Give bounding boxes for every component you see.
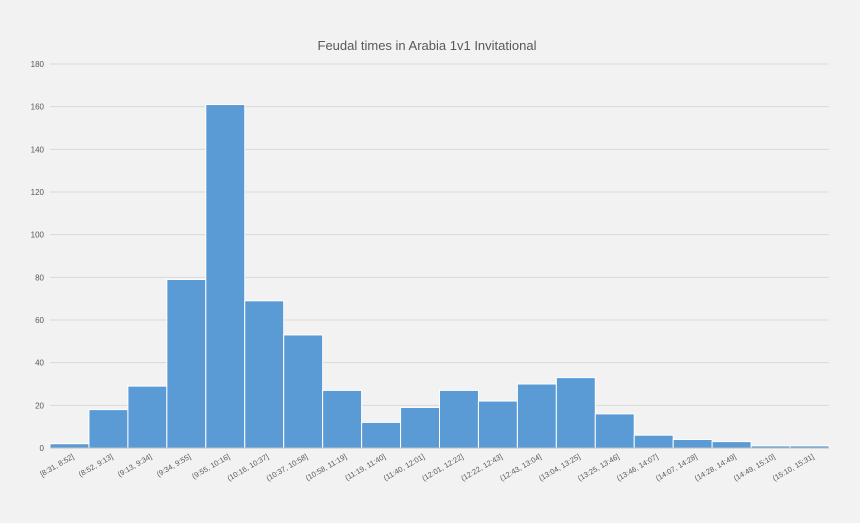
histogram-bar [516, 383, 557, 449]
histogram-bar [477, 400, 518, 449]
x-tick-label: (14:49, 15:10] [732, 452, 777, 483]
x-tick-label: (14:07, 14:28] [654, 452, 699, 483]
x-tick-label: (11:40, 12:01] [382, 452, 426, 483]
histogram-bar [594, 413, 635, 449]
histogram-bar [361, 421, 402, 449]
histogram-bar [711, 441, 752, 449]
x-tick-label: (10:37, 10:58] [265, 452, 310, 483]
histogram-bar [672, 438, 713, 449]
histogram-bar [439, 389, 479, 449]
x-tick-label: (12:43, 13:04] [498, 452, 543, 483]
histogram-bar [127, 385, 168, 449]
histogram-bar [166, 278, 207, 449]
x-tick-label: (8:52, 9:13] [77, 452, 114, 479]
histogram-bar [322, 389, 363, 449]
y-tick-label: 60 [35, 316, 44, 325]
x-tick-label: (10:58, 11:19] [304, 452, 348, 483]
x-tick-label: (10:16, 10:37] [226, 452, 271, 483]
x-tick-label: (13:04, 13:25] [537, 452, 582, 483]
y-tick-label: 120 [31, 188, 45, 197]
x-tick-label: (9:34, 9:55] [155, 452, 192, 479]
x-tick-label: (13:25, 13:46] [576, 452, 621, 483]
x-tick-label: (11:19, 11:40] [343, 452, 387, 482]
x-tick-label: (14:28, 14:49] [693, 452, 738, 483]
x-tick-label: (9:55, 10:16] [190, 452, 231, 481]
y-tick-label: 140 [31, 145, 45, 154]
histogram-bar [49, 443, 90, 449]
x-tick-label: (12:01, 12:22] [420, 452, 465, 483]
chart-title: Feudal times in Arabia 1v1 Invitational [318, 38, 537, 53]
y-tick-label: 180 [31, 60, 45, 69]
x-tick-label: (12:22, 12:43] [459, 452, 504, 483]
x-tick-label: [8:31, 8:52] [38, 452, 75, 479]
histogram-bar [555, 377, 596, 449]
histogram-bar [283, 334, 324, 449]
y-tick-label: 160 [31, 103, 45, 112]
x-tick-label: (9:13, 9:34] [116, 452, 153, 479]
y-tick-label: 100 [31, 231, 45, 240]
x-axis-ticks: [8:31, 8:52] (8:52, 9:13] (9:13, 9:34] (9:3… [38, 452, 815, 483]
bars [49, 104, 830, 449]
histogram-bar [205, 104, 246, 449]
y-tick-label: 0 [40, 444, 45, 453]
histogram-bar [400, 406, 440, 449]
y-tick-label: 40 [35, 359, 44, 368]
histogram-bar [88, 409, 129, 449]
x-tick-label: (13:46, 14:07] [615, 452, 660, 483]
histogram-bar [244, 300, 285, 449]
y-axis-ticks: 0 20 40 60 80 100 120 140 160 180 [31, 60, 45, 453]
y-tick-label: 80 [35, 273, 44, 282]
y-tick-label: 20 [35, 401, 44, 410]
x-tick-label: (15:10, 15:31] [771, 452, 816, 483]
histogram-bar [633, 434, 674, 449]
